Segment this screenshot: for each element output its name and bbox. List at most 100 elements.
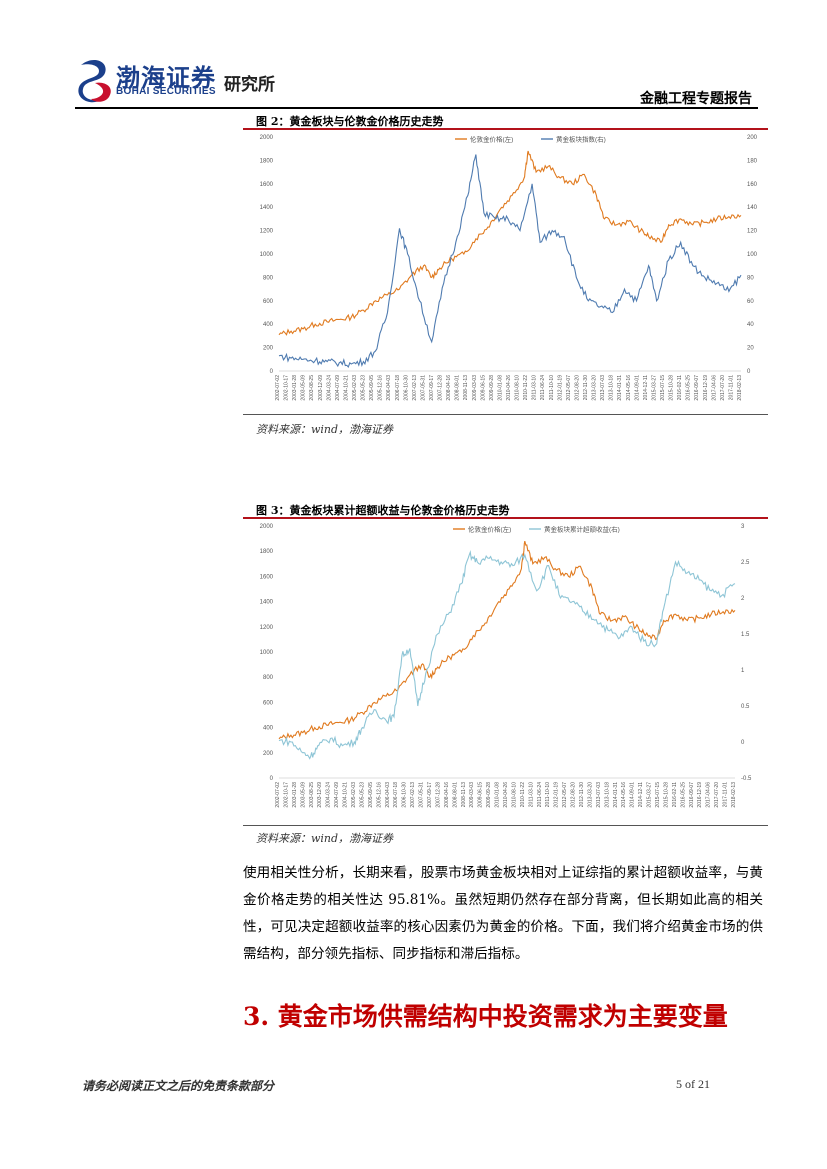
left-axis-tick-label: 400 [263,726,274,732]
x-axis-tick-label: 2013-10-18 [604,782,610,808]
x-axis-tick-label: 2005-12-16 [376,782,382,808]
x-axis-tick-label: 2013-10-18 [609,375,615,401]
x-axis-tick-label: 2009-06-15 [478,782,484,808]
left-axis-tick-label: 800 [263,675,274,681]
series-line-2 [278,550,736,760]
x-axis-tick-label: 2006-04-03 [385,782,391,808]
x-axis-tick-label: 2010-11-22 [523,375,529,400]
right-axis-tick-label: 0.5 [741,704,750,710]
left-axis-tick-label: 200 [263,751,274,757]
x-axis-tick-label: 2007-02-13 [410,782,416,808]
x-axis-tick-label: 2010-08-10 [515,375,521,401]
right-axis-tick-label: -0.5 [741,776,752,782]
right-axis-tick-label: 1.5 [741,632,750,638]
x-axis-tick-label: 2004-10-21 [343,375,349,401]
x-axis-tick-label: 2007-09-17 [429,375,435,401]
x-axis-tick-label: 2002-07-02 [275,375,281,401]
x-axis-tick-label: 2008-11-13 [463,375,469,400]
left-axis-tick-label: 1600 [260,574,274,580]
x-axis-tick-label: 2005-05-23 [361,375,367,401]
x-axis-tick-label: 2007-09-17 [427,782,433,808]
figure3-bottom-rule [243,825,768,826]
x-axis-tick-label: 2011-03-10 [528,782,534,807]
page-number: 5 of 21 [676,1077,710,1091]
x-axis-tick-label: 2005-02-03 [352,375,358,401]
x-axis-tick-label: 2003-05-09 [300,782,306,808]
report-type: 金融工程专题报告 [640,91,752,107]
x-axis-tick-label: 2017-04-06 [711,375,717,401]
x-axis-tick-label: 2003-01-28 [292,375,298,401]
x-axis-tick-label: 2016-02-11 [672,782,678,807]
x-axis-tick-label: 2014-01-31 [617,375,623,401]
x-axis-tick-label: 2017-07-20 [720,375,726,401]
x-axis-tick-label: 2005-05-23 [359,782,365,808]
x-axis-tick-label: 2013-03-20 [592,375,598,401]
header-rule [75,107,758,109]
x-axis-tick-label: 2010-01-08 [497,375,503,401]
left-axis-tick-label: 2000 [260,524,274,530]
x-axis-tick-label: 2014-12-11 [643,375,649,400]
left-axis-tick-label: 200 [263,346,274,352]
x-axis-tick-label: 2012-01-19 [557,375,563,401]
right-axis-tick-label: 200 [747,135,758,141]
x-axis-tick-label: 2012-11-30 [579,782,585,807]
left-axis-tick-label: 2000 [260,135,274,141]
right-axis-tick-label: 2 [741,596,745,602]
left-axis-tick-label: 1600 [260,182,274,188]
figure3-chart: 0 200 400 600 800 1000 1200 1400 1600 1800 2000 -0.… [260,524,752,808]
x-axis-tick-label: 2018-02-13 [731,782,737,808]
x-axis-tick-label: 2009-09-28 [489,375,495,401]
x-axis-tick-label: 2012-08-20 [571,782,577,808]
x-axis-tick-label: 2017-04-06 [706,782,712,808]
x-axis-tick-label: 2011-06-24 [540,375,546,400]
right-axis-tick-label: 2.5 [741,560,750,566]
x-axis-tick-label: 2010-08-10 [511,782,517,808]
x-axis-tick-label: 2011-10-10 [549,375,555,400]
bohai-logo [75,57,225,105]
x-axis-tick-label: 2005-12-16 [378,375,384,401]
x-axis-tick-label: 2004-07-09 [335,375,341,401]
x-axis-tick-label: 2010-04-26 [503,782,509,808]
x-axis-tick-label: 2006-10-30 [403,375,409,401]
x-axis-tick-label: 2002-10-17 [284,375,290,401]
left-axis-tick-label: 1200 [260,625,274,631]
x-axis-tick-label: 2007-12-28 [438,375,444,401]
left-axis-tick-label: 0 [270,369,274,375]
x-axis-tick-label: 2011-06-24 [537,782,543,807]
left-axis-tick-label: 1800 [260,158,274,164]
x-axis-tick-label: 2004-03-24 [326,782,332,808]
x-axis-tick-label: 2008-08-01 [455,375,461,401]
x-axis-tick-label: 2015-10-28 [669,375,675,401]
x-axis-tick-label: 2014-09-01 [634,375,640,401]
legend-label-1: 伦敦金价格(左) [468,525,511,534]
right-axis-tick-label: 60 [747,299,754,305]
legend-label-1: 伦敦金价格(左) [470,135,513,144]
left-axis-tick-label: 1000 [260,252,274,258]
logo-english-name: BOHAI SECURITIES [116,86,216,97]
figure2-bottom-rule [243,414,768,415]
x-axis-tick-label: 2008-08-01 [452,782,458,808]
x-axis-tick-label: 2003-12-09 [318,375,324,401]
left-axis-tick-label: 600 [263,299,274,305]
x-axis-tick-label: 2014-09-01 [630,782,636,808]
right-axis-tick-label: 3 [741,524,745,530]
x-axis-tick-label: 2015-07-15 [660,375,666,401]
right-axis-tick-label: 20 [747,346,754,352]
right-axis-tick-label: 140 [747,205,758,211]
x-axis-tick-label: 2014-12-11 [638,782,644,807]
institute-name: 研究所 [224,75,275,95]
right-axis-tick-label: 80 [747,275,754,281]
x-axis-tick-label: 2008-11-13 [461,782,467,807]
right-axis-tick-label: 100 [747,252,758,258]
x-axis-tick-label: 2012-05-07 [562,782,568,808]
x-axis-tick-label: 2009-06-15 [480,375,486,401]
x-axis-tick-label: 2005-02-03 [351,782,357,808]
x-axis-tick-label: 2002-10-17 [283,782,289,808]
x-axis-tick-label: 2009-03-03 [472,375,478,401]
x-axis-tick-label: 2016-05-25 [686,375,692,401]
x-axis-tick-label: 2002-07-02 [275,782,281,808]
x-axis-tick-label: 2009-09-28 [486,782,492,808]
right-axis-tick-label: 180 [747,158,758,164]
body-paragraph: 使用相关性分析，长期来看，股票市场黄金板块相对上证综指的累计超额收益率，与黄金价… [243,865,763,962]
x-axis-tick-label: 2016-09-07 [689,782,695,808]
